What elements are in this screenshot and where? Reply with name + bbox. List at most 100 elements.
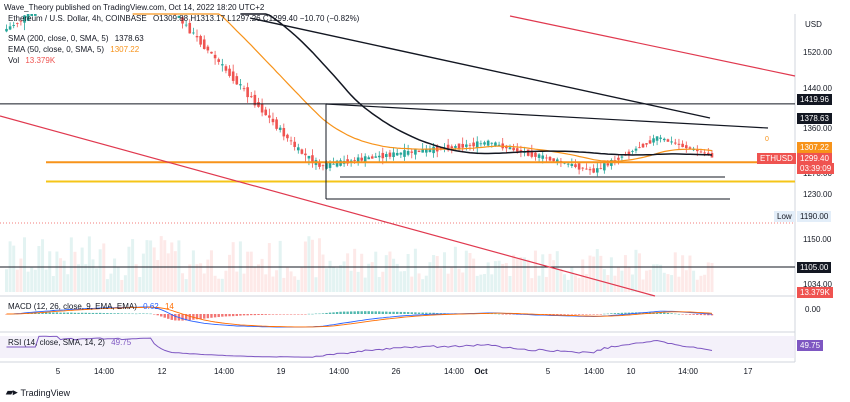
volume-bar <box>206 259 210 292</box>
macd-legend[interactable]: MACD (12, 26, close, 9, EMA, EMA) 0.62 1… <box>8 302 174 311</box>
volume-bar <box>508 276 512 292</box>
candle-body <box>497 144 501 146</box>
macd-histogram-bar <box>55 312 59 314</box>
macd-histogram-bar <box>124 313 127 315</box>
candle-body <box>286 134 289 139</box>
time-tick: 14:00 <box>443 367 465 376</box>
candle-body <box>235 76 239 85</box>
volume-bar <box>623 255 627 292</box>
rsi-line <box>6 335 713 358</box>
macd-histogram-bar <box>149 313 152 315</box>
volume-bar <box>152 247 156 292</box>
candle-body <box>648 140 652 144</box>
price-tick: 1520.00 <box>803 48 832 57</box>
vol-legend[interactable]: Vol 13.379K <box>8 56 55 66</box>
candle-body <box>526 149 530 156</box>
volume-bar <box>113 258 117 292</box>
symbol-legend[interactable]: Ethereum / U.S. Dollar, 4h, COINBASE O13… <box>8 14 359 24</box>
macd-histogram-bar <box>37 312 41 314</box>
candle-body <box>289 140 293 142</box>
volume-bar <box>282 277 286 292</box>
macd-histogram-bar <box>388 311 392 314</box>
macd-histogram-bar <box>228 314 231 317</box>
volume-bar <box>91 259 95 292</box>
volume-bar <box>321 254 325 292</box>
volume-bar <box>48 251 52 292</box>
macd-histogram-bar <box>138 313 141 314</box>
volume-bar <box>392 258 396 292</box>
volume-bar <box>59 258 63 292</box>
moving-averages-layer <box>132 13 713 162</box>
macd-histogram-bar <box>59 312 62 314</box>
candle-body <box>617 157 620 160</box>
macd-histogram-bar <box>367 311 370 314</box>
ohlc-values: O1309.88 H1313.17 L1297.26 C1299.40 −10.… <box>152 14 360 23</box>
sma-label: SMA (200, close, 0, SMA, 5) <box>8 34 109 43</box>
macd-histogram-bar <box>260 314 264 315</box>
macd-histogram-bar <box>707 314 710 316</box>
candle-body <box>417 150 421 153</box>
time-tick: 14:00 <box>677 367 699 376</box>
volume-bar <box>332 267 336 292</box>
macd-histogram-bar <box>378 311 381 314</box>
macd-histogram-bar <box>552 314 555 315</box>
macd-histogram-bar <box>710 314 714 316</box>
macd-histogram-bar <box>142 313 145 314</box>
macd-histogram-bar <box>497 313 501 315</box>
macd-histogram-bar <box>396 311 399 314</box>
candle-body <box>206 46 210 51</box>
volume-bar <box>406 253 410 292</box>
macd-histogram-bar <box>91 312 95 314</box>
macd-histogram-bar <box>181 314 184 321</box>
ema-legend[interactable]: EMA (50, close, 0, SMA, 5) 1307.22 <box>8 45 139 55</box>
volume-bar <box>314 277 318 292</box>
volume-bar <box>544 276 548 292</box>
currency-label: USD <box>805 20 822 29</box>
candle-body <box>588 169 592 171</box>
candle-body <box>479 143 483 145</box>
candle-body <box>472 142 475 147</box>
volume-bar <box>84 264 88 292</box>
candle-body <box>370 156 374 159</box>
candle-body <box>271 118 275 123</box>
candle-body <box>537 154 541 158</box>
volume-bar <box>692 270 696 292</box>
volume-bar <box>275 270 279 292</box>
sma-legend[interactable]: SMA (200, close, 0, SMA, 5) 1378.63 <box>8 34 144 44</box>
macd-signal-line <box>6 306 713 328</box>
volume-bar <box>384 255 388 292</box>
volume-bar <box>620 270 624 292</box>
candle-body <box>184 24 188 26</box>
candle-body <box>381 152 385 159</box>
volume-bar <box>44 269 48 292</box>
candle-body <box>483 142 486 145</box>
volume-bar <box>490 274 494 292</box>
macd-histogram-bar <box>246 314 249 316</box>
candle-body <box>353 159 356 161</box>
macd-histogram-bar <box>328 312 332 314</box>
macd-histogram-bar <box>264 314 267 315</box>
volume-bar <box>432 255 436 292</box>
macd-histogram-bar <box>282 314 286 315</box>
macd-histogram-bar <box>349 311 353 314</box>
macd-histogram-bar <box>307 313 311 315</box>
candle-body <box>666 139 670 142</box>
volume-bar <box>80 247 84 292</box>
candle-body <box>228 68 231 76</box>
rsi-label: RSI (14, close, SMA, 14, 2) <box>8 338 105 347</box>
macd-histogram-bar <box>199 314 202 320</box>
volume-bar <box>62 260 66 292</box>
macd-histogram-bar <box>627 312 631 314</box>
macd-histogram-bar <box>577 314 581 315</box>
volume-bar <box>486 262 490 292</box>
sma-overlay-line <box>249 17 711 119</box>
candle-body <box>548 156 552 161</box>
candle-body <box>328 161 332 168</box>
volume-bar <box>228 254 232 292</box>
macd-histogram-bar <box>339 311 342 314</box>
hline-price-tag: 1419.96 <box>797 94 832 105</box>
candle-body <box>631 151 634 152</box>
rsi-legend[interactable]: RSI (14, close, SMA, 14, 2) 49.75 <box>8 338 131 347</box>
volume-bar <box>497 260 501 292</box>
